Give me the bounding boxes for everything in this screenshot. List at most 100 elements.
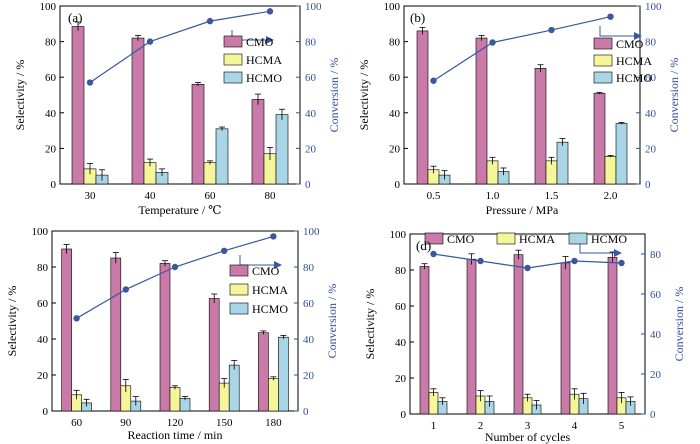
conversion-point <box>489 39 496 46</box>
x-tick-label: 1.5 <box>545 190 559 202</box>
legend-label: CMO <box>246 35 274 49</box>
y-right-tick-label: 20 <box>650 369 662 381</box>
x-tick-label: 60 <box>71 417 83 429</box>
y-axis-label: Selectivity / % <box>13 60 27 131</box>
conversion-point <box>73 315 80 322</box>
conversion-line <box>89 10 271 84</box>
y-tick-label: 20 <box>395 373 407 385</box>
legend-swatch <box>229 283 249 296</box>
chart-panel-1: 0 20 40 60 80 100 0 20 40 60 80 100 30 40 60 80 CMO HCMA H… <box>13 1 341 217</box>
legend-label: CMO <box>252 264 280 278</box>
conversion-point <box>618 259 625 267</box>
y-tick-label: 80 <box>395 265 407 277</box>
y-tick-label: 40 <box>395 337 407 349</box>
legend: CMO HCMA HCMO <box>223 35 282 85</box>
arrow-head <box>266 36 274 44</box>
legend-label: HCMO <box>252 302 288 316</box>
y-right-tick-label: 60 <box>303 298 315 310</box>
bar-cmo <box>159 263 171 412</box>
bar-hcmo <box>556 141 569 185</box>
y-tick-label: 80 <box>389 37 401 49</box>
bar-hcmo <box>215 128 229 185</box>
x-tick-label: 4 <box>572 420 578 432</box>
x-tick-label: 80 <box>265 190 277 202</box>
conversion-point <box>270 233 277 240</box>
plot-frame <box>403 5 641 185</box>
y-right-tick-label: 80 <box>650 249 662 261</box>
legend-swatch <box>593 54 613 67</box>
bar-cmo <box>593 92 606 185</box>
y-right-tick-label: 100 <box>303 226 320 238</box>
y-tick-label: 60 <box>37 298 49 310</box>
y-right-tick-label: 20 <box>645 143 657 155</box>
x-tick-label: 1.0 <box>486 190 500 202</box>
y-right-tick-label: 100 <box>305 1 322 13</box>
legend-label: HCMA <box>246 53 282 67</box>
conversion-point <box>430 77 437 84</box>
legend: CMO HCMA HCMO <box>593 37 652 85</box>
y-axis-label: Selectivity / % <box>363 289 377 360</box>
conversion-point <box>607 13 614 20</box>
bar-hcmo <box>228 364 240 412</box>
y-tick-label: 100 <box>40 1 57 13</box>
bar-hcma <box>604 156 617 185</box>
x-tick-label: 40 <box>145 190 157 202</box>
conversion-point <box>122 286 129 293</box>
arrow-head <box>634 32 642 40</box>
bar-cmo <box>419 266 430 415</box>
bar-cmo <box>607 257 618 415</box>
y-right-tick-label: 60 <box>645 72 657 84</box>
x-axis-label: Pressure / MPa <box>486 203 559 217</box>
conversion-point <box>146 38 154 45</box>
bar-hcmo <box>615 123 628 185</box>
y-tick-label: 0 <box>43 406 49 418</box>
legend-label: CMO <box>447 232 475 246</box>
x-tick-label: 2.0 <box>604 190 618 202</box>
y-tick-label: 80 <box>37 262 49 274</box>
bar-cmo <box>191 84 205 185</box>
legend-swatch <box>593 37 613 50</box>
legend-swatch <box>223 53 243 66</box>
x-tick-label: 2 <box>478 420 484 432</box>
arrow-head <box>614 249 622 257</box>
arrow-right-icon <box>599 26 642 40</box>
legend-swatch <box>229 264 249 277</box>
arrow-shaft <box>599 26 634 37</box>
bar-hcma <box>169 387 181 412</box>
y-tick-label: 40 <box>37 334 49 346</box>
y-tick-label: 40 <box>389 108 401 120</box>
y-tick-label: 0 <box>51 179 57 191</box>
chart-panel-3: 0 20 40 60 80 100 0 20 40 60 80 100 60 90 120 150 180 CMO… <box>5 226 339 442</box>
x-axis-label: Temperature / ℃ <box>138 203 221 217</box>
legend-swatch <box>223 71 243 84</box>
y-right-tick-label: 0 <box>305 179 311 191</box>
legend-label: HCMO <box>246 71 282 85</box>
legend: CMO HCMA HCMO <box>424 232 627 246</box>
bar-cmo <box>131 37 145 185</box>
conversion-point <box>477 257 484 265</box>
legend-label: HCMO <box>591 232 627 246</box>
y-right-axis-label: Conversion / % <box>672 287 686 362</box>
bar-cmo <box>466 258 477 415</box>
arrow-right-icon <box>579 243 622 257</box>
plot-frame <box>59 5 301 185</box>
y-tick-label: 20 <box>389 143 401 155</box>
y-right-tick-label: 40 <box>650 329 662 341</box>
bar-cmo <box>416 30 429 185</box>
y-tick-label: 0 <box>395 179 401 191</box>
x-tick-label: 1 <box>431 420 437 432</box>
conversion-point <box>86 79 94 86</box>
x-tick-label: 90 <box>120 417 132 429</box>
legend-swatch <box>568 232 588 245</box>
conversion-point <box>171 263 179 271</box>
y-right-tick-label: 0 <box>645 179 651 191</box>
y-right-tick-label: 80 <box>645 37 657 49</box>
y-tick-label: 100 <box>390 229 407 241</box>
conversion-point <box>430 250 437 258</box>
y-tick-label: 60 <box>395 301 407 313</box>
y-tick-label: 60 <box>45 72 57 84</box>
x-axis-label: Reaction time / min <box>128 428 223 442</box>
legend-swatch <box>496 232 516 245</box>
x-tick-label: 150 <box>216 417 233 429</box>
legend-label: HCMA <box>252 283 288 297</box>
